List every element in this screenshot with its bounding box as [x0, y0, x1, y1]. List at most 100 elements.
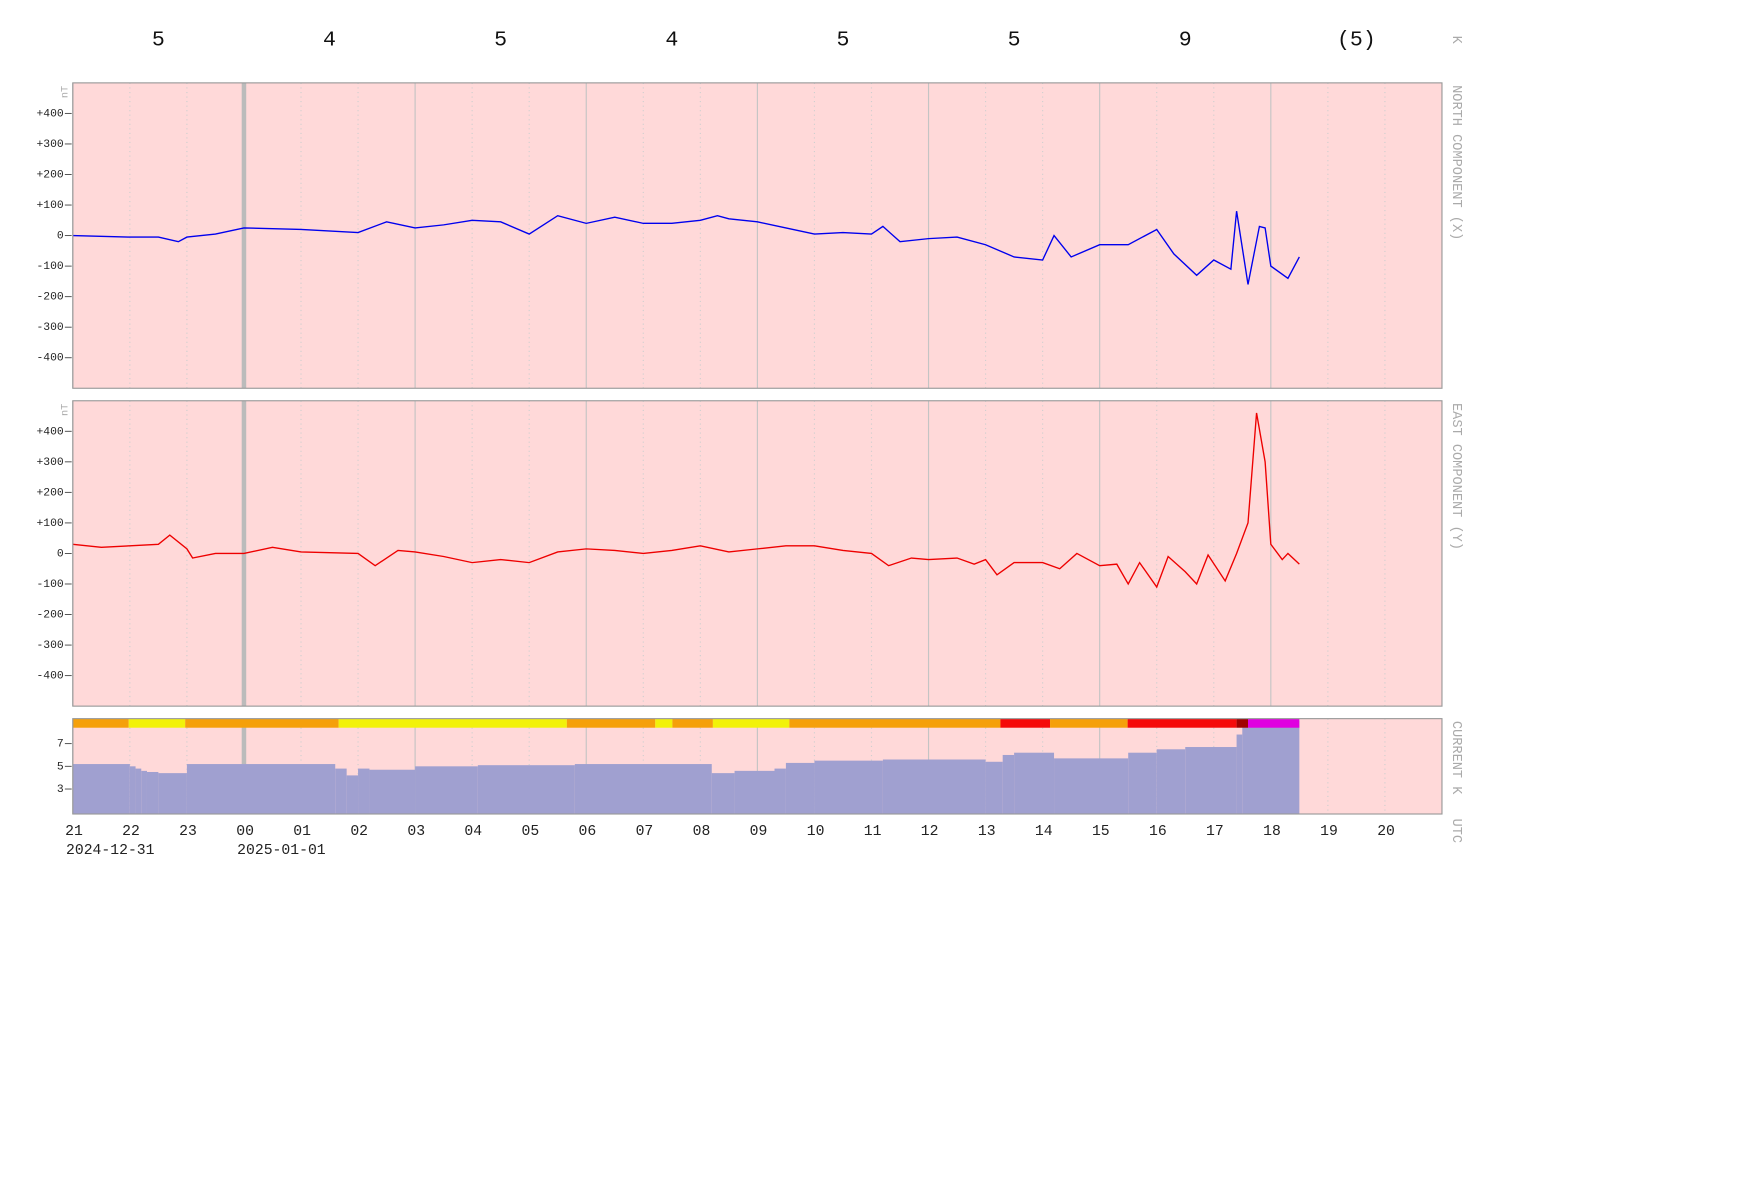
- k-step: [814, 760, 883, 815]
- x-tick-label: 22: [122, 824, 140, 840]
- x-tick-label: 17: [1206, 824, 1224, 840]
- k-step: [774, 768, 786, 815]
- k-index-value: (5): [1337, 28, 1376, 52]
- x-tick-label: 21: [65, 824, 83, 840]
- k-step: [1156, 749, 1186, 815]
- y-tick-label: -200: [36, 292, 63, 304]
- k-step: [129, 766, 136, 815]
- x-tick-label: 04: [464, 824, 482, 840]
- x-tick-label: 23: [179, 824, 197, 840]
- panel-border: [72, 718, 1443, 815]
- activity-segment: [566, 718, 656, 728]
- y-tick-label: -200: [36, 610, 63, 622]
- y-tick-label: +200: [36, 169, 63, 181]
- activity-segment: [1127, 718, 1237, 728]
- x-tick-label: 08: [693, 824, 711, 840]
- k-step: [734, 770, 775, 815]
- activity-segment: [185, 718, 339, 728]
- k-step: [1242, 726, 1249, 815]
- y-tick-label: -400: [36, 671, 63, 683]
- y-tick-label: 5: [57, 761, 64, 773]
- k-step: [1128, 752, 1157, 815]
- k-step: [141, 770, 147, 815]
- k-step: [1054, 758, 1129, 815]
- y-tick-label: 3: [57, 784, 64, 796]
- y-tick-label: 0: [57, 231, 64, 243]
- k-index-value: 9: [1179, 28, 1192, 52]
- y-tick-label: +400: [36, 108, 63, 120]
- x-tick-label: 16: [1149, 824, 1167, 840]
- k-step: [1014, 752, 1055, 815]
- x-tick-label: 14: [1035, 824, 1053, 840]
- k-step: [1002, 754, 1015, 815]
- activity-segment: [72, 718, 129, 728]
- activity-segment: [1000, 718, 1051, 728]
- panel-side-label: EAST COMPONENT (Y): [1448, 403, 1463, 550]
- k-step: [358, 768, 370, 815]
- panel-side-label: CURRENT K: [1448, 721, 1463, 795]
- activity-segment: [1236, 718, 1249, 728]
- k-label: K: [1448, 36, 1463, 45]
- y-tick-label: +100: [36, 200, 63, 212]
- y-tick-label: +400: [36, 426, 63, 438]
- y-tick-label: +200: [36, 487, 63, 499]
- activity-segment: [128, 718, 186, 728]
- activity-segment: [712, 718, 790, 728]
- x-tick-label: 07: [636, 824, 654, 840]
- k-step: [415, 766, 478, 815]
- time-axis-label: UTC: [1448, 819, 1463, 844]
- activity-segment: [1248, 718, 1300, 728]
- y-tick-label: -300: [36, 322, 63, 334]
- k-step: [158, 773, 187, 815]
- x-tick-label: 11: [864, 824, 882, 840]
- x-tick-label: 02: [350, 824, 368, 840]
- y-tick-label: 7: [57, 739, 64, 751]
- x-tick-label: 01: [293, 824, 311, 840]
- y-tick-label: +300: [36, 139, 63, 151]
- k-index-value: 5: [152, 28, 165, 52]
- panel-side-label: NORTH COMPONENT (X): [1448, 85, 1463, 240]
- data-line: [72, 412, 1300, 589]
- y-tick-label: 0: [57, 548, 64, 560]
- y-tick-label: -100: [36, 261, 63, 273]
- k-step: [477, 765, 575, 815]
- k-step: [346, 775, 359, 815]
- activity-segment: [1050, 718, 1128, 728]
- x-tick-label: 10: [807, 824, 825, 840]
- data-line: [72, 211, 1300, 285]
- k-step: [985, 761, 1003, 815]
- x-tick-label: 03: [407, 824, 425, 840]
- k-index-value: 4: [665, 28, 678, 52]
- date-label: 2024-12-31: [66, 843, 155, 859]
- k-step: [335, 768, 347, 815]
- y-unit: nT: [60, 404, 72, 416]
- k-step: [882, 759, 986, 815]
- k-step: [1185, 747, 1237, 815]
- x-tick-label: 19: [1320, 824, 1338, 840]
- k-index-value: 4: [323, 28, 336, 52]
- k-step: [186, 764, 336, 815]
- x-tick-label: 06: [579, 824, 597, 840]
- activity-segment: [338, 718, 567, 728]
- x-tick-label: 12: [921, 824, 939, 840]
- activity-segment: [655, 718, 673, 728]
- k-step: [711, 773, 735, 815]
- k-step: [369, 769, 416, 815]
- x-tick-label: 15: [1092, 824, 1110, 840]
- x-tick-label: 18: [1263, 824, 1281, 840]
- date-label: 2025-01-01: [237, 843, 326, 859]
- y-tick-label: -100: [36, 579, 63, 591]
- panel-border: [72, 82, 1443, 389]
- panel-border: [72, 400, 1443, 707]
- y-unit: nT: [60, 86, 72, 98]
- activity-segment: [789, 718, 1001, 728]
- x-tick-label: 09: [750, 824, 768, 840]
- k-step: [1236, 734, 1243, 815]
- x-tick-label: 20: [1377, 824, 1395, 840]
- x-tick-label: 05: [521, 824, 539, 840]
- k-step: [574, 764, 712, 815]
- y-tick-label: -400: [36, 353, 63, 365]
- k-index-value: 5: [1008, 28, 1021, 52]
- y-tick-label: +300: [36, 457, 63, 469]
- y-tick-label: -300: [36, 640, 63, 652]
